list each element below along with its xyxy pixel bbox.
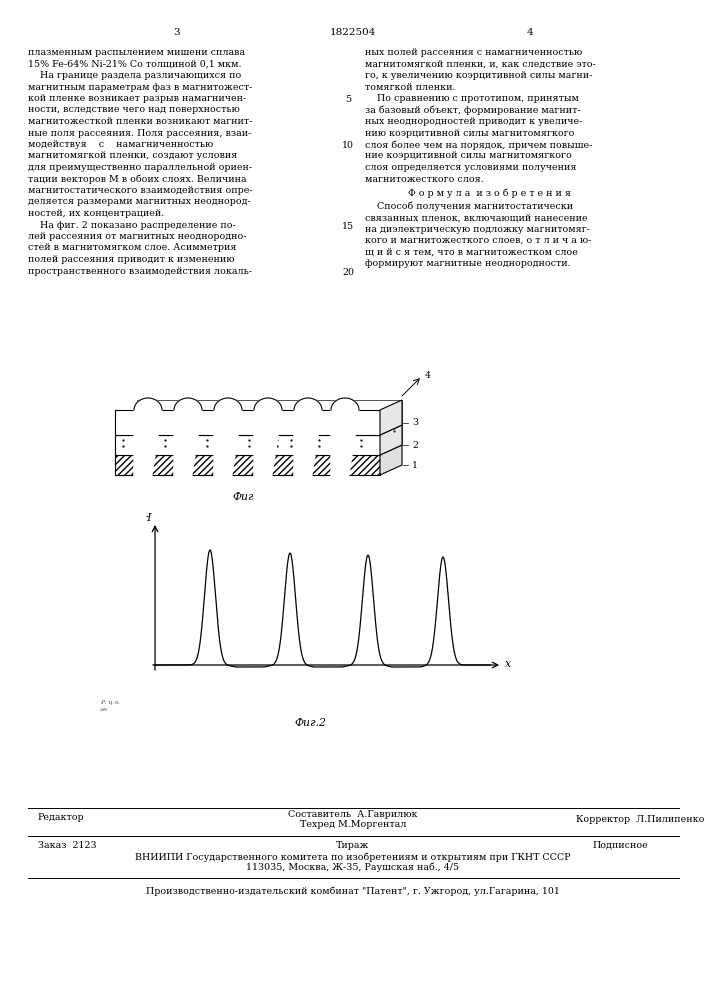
Text: 4: 4	[527, 28, 533, 37]
Polygon shape	[294, 398, 322, 590]
Text: пространственного взаимодействия локаль-: пространственного взаимодействия локаль-	[28, 266, 252, 275]
Text: магнитостатического взаимодействия опре-: магнитостатического взаимодействия опре-	[28, 186, 252, 195]
Text: нию коэрцитивной силы магнитомягкого: нию коэрцитивной силы магнитомягкого	[365, 128, 574, 137]
Text: По сравнению с прототипом, принятым: По сравнению с прототипом, принятым	[365, 94, 579, 103]
Text: магнитожесткого слоя.: магнитожесткого слоя.	[365, 174, 484, 184]
Text: магнитожесткой пленки возникают магнит-: магнитожесткой пленки возникают магнит-	[28, 117, 252, 126]
Text: Ф о р м у л а  и з о б р е т е н и я: Ф о р м у л а и з о б р е т е н и я	[409, 189, 571, 198]
Text: Тираж: Тираж	[337, 841, 370, 850]
Polygon shape	[214, 398, 242, 590]
Text: Подписное: Подписное	[592, 841, 648, 850]
Text: ВНИИПИ Государственного комитета по изобретениям и открытиям при ГКНТ СССР: ВНИИПИ Государственного комитета по изоб…	[135, 852, 571, 861]
Text: слоя более чем на порядок, причем повыше-: слоя более чем на порядок, причем повыше…	[365, 140, 592, 149]
Polygon shape	[380, 445, 402, 475]
Text: лей рассеяния от магнитных неоднородно-: лей рассеяния от магнитных неоднородно-	[28, 232, 247, 241]
Text: модействуя    с    намагниченностью: модействуя с намагниченностью	[28, 140, 214, 149]
Text: ные поля рассеяния. Поля рассеяния, взаи-: ные поля рассеяния. Поля рассеяния, взаи…	[28, 128, 252, 137]
Polygon shape	[254, 398, 282, 590]
Polygon shape	[115, 455, 380, 475]
Text: ных полей рассеяния с намагниченностью: ных полей рассеяния с намагниченностью	[365, 48, 583, 57]
Text: 4: 4	[425, 371, 431, 380]
Text: магнитным параметрам фаз в магнитожест-: магнитным параметрам фаз в магнитожест-	[28, 83, 252, 92]
Text: Корректор  Л.Пилипенко: Корректор Л.Пилипенко	[575, 815, 704, 824]
Text: кой пленке возникает разрыв намагничен-: кой пленке возникает разрыв намагничен-	[28, 94, 246, 103]
Text: ных неоднородностей приводит к увеличе-: ных неоднородностей приводит к увеличе-	[365, 117, 583, 126]
Text: 113035, Москва, Ж-35, Раушская наб., 4/5: 113035, Москва, Ж-35, Раушская наб., 4/5	[247, 863, 460, 872]
Text: 10: 10	[342, 141, 354, 150]
Text: 2: 2	[412, 440, 418, 450]
Text: на диэлектрическую подложку магнитомяг-: на диэлектрическую подложку магнитомяг-	[365, 225, 590, 233]
Text: На границе раздела различающихся по: На границе раздела различающихся по	[28, 71, 241, 80]
Text: для преимущественно параллельной ориен-: для преимущественно параллельной ориен-	[28, 163, 252, 172]
Text: тации векторов М в обоих слоях. Величина: тации векторов М в обоих слоях. Величина	[28, 174, 247, 184]
Polygon shape	[331, 398, 359, 590]
Text: кого и магнитожесткого слоев, о т л и ч а ю-: кого и магнитожесткого слоев, о т л и ч …	[365, 236, 591, 245]
Text: связанных пленок, включающий нанесение: связанных пленок, включающий нанесение	[365, 213, 588, 222]
Text: за базовый объект, формирование магнит-: за базовый объект, формирование магнит-	[365, 105, 580, 115]
Polygon shape	[137, 400, 402, 425]
Text: Заказ  2123: Заказ 2123	[38, 841, 97, 850]
Text: 15: 15	[342, 222, 354, 231]
Text: Производственно-издательский комбинат "Патент", г. Ужгород, ул.Гагарина, 101: Производственно-издательский комбинат "П…	[146, 886, 560, 896]
Text: Фиг.1: Фиг.1	[232, 492, 264, 502]
Polygon shape	[380, 400, 402, 435]
Text: 20: 20	[342, 268, 354, 277]
Text: магнитомягкой пленки, и, как следствие это-: магнитомягкой пленки, и, как следствие э…	[365, 60, 596, 68]
Text: 1822504: 1822504	[329, 28, 376, 37]
Text: плазменным распылением мишени сплава: плазменным распылением мишени сплава	[28, 48, 245, 57]
Text: Техред М.Моргентал: Техред М.Моргентал	[300, 820, 407, 829]
Polygon shape	[115, 435, 380, 455]
Text: формируют магнитные неоднородности.: формируют магнитные неоднородности.	[365, 259, 571, 268]
Text: x: x	[505, 659, 511, 669]
Text: Редактор: Редактор	[38, 813, 85, 822]
Text: стей в магнитомягком слое. Асимметрия: стей в магнитомягком слое. Асимметрия	[28, 243, 237, 252]
Polygon shape	[380, 425, 402, 455]
Text: Составитель  А.Гаврилюк: Составитель А.Гаврилюк	[288, 810, 418, 819]
Text: ностей, их концентрацией.: ностей, их концентрацией.	[28, 209, 164, 218]
Polygon shape	[115, 445, 402, 455]
Text: слоя определяется условиями получения: слоя определяется условиями получения	[365, 163, 576, 172]
Polygon shape	[174, 398, 202, 590]
Text: ние коэрцитивной силы магнитомягкого: ние коэрцитивной силы магнитомягкого	[365, 151, 572, 160]
Text: деляется размерами магнитных неоднород-: деляется размерами магнитных неоднород-	[28, 198, 251, 207]
Text: 5: 5	[345, 95, 351, 104]
Text: ности, вследствие чего над поверхностью: ности, вследствие чего над поверхностью	[28, 105, 240, 114]
Text: щ и й с я тем, что в магнитожестком слое: щ и й с я тем, что в магнитожестком слое	[365, 247, 578, 256]
Polygon shape	[134, 398, 162, 590]
Polygon shape	[137, 425, 402, 445]
Text: H: H	[141, 513, 151, 523]
Text: 3: 3	[174, 28, 180, 37]
Text: 15% Fe-64% Ni-21% Co толщиной 0,1 мкм.: 15% Fe-64% Ni-21% Co толщиной 0,1 мкм.	[28, 60, 242, 68]
Text: полей рассеяния приводит к изменению: полей рассеяния приводит к изменению	[28, 255, 235, 264]
Text: На фиг. 2 показано распределение по-: На фиг. 2 показано распределение по-	[28, 221, 235, 230]
Text: Способ получения магнитостатически: Способ получения магнитостатически	[365, 202, 573, 211]
Text: 3: 3	[412, 418, 418, 427]
Text: магнитомягкой пленки, создают условия: магнитомягкой пленки, создают условия	[28, 151, 238, 160]
Text: томягкой пленки.: томягкой пленки.	[365, 83, 455, 92]
Text: го, к увеличению коэрцитивной силы магни-: го, к увеличению коэрцитивной силы магни…	[365, 71, 592, 80]
Text: 1: 1	[412, 460, 418, 470]
Polygon shape	[115, 410, 380, 435]
Text: Р. ц-з.: Р. ц-з.	[100, 700, 120, 705]
Text: ин: ин	[100, 707, 108, 712]
Text: Фиг.2: Фиг.2	[294, 718, 326, 728]
